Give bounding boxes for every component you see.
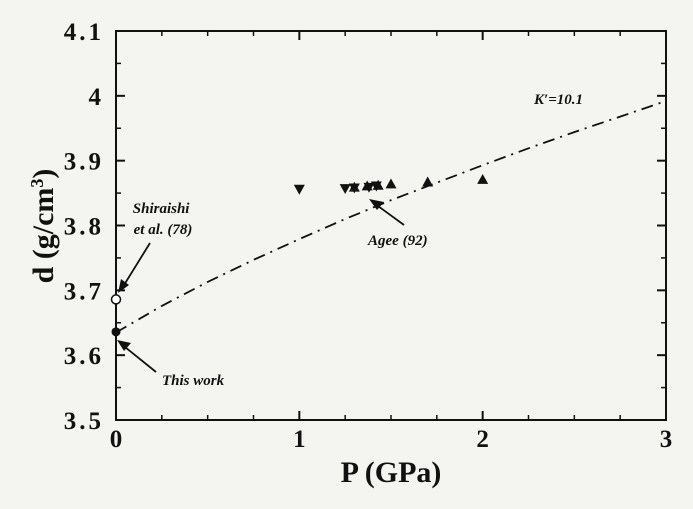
y-tick-label: 3.8 <box>64 214 104 241</box>
y-axis-title-close: ) <box>27 169 60 179</box>
y-tick-labels: 3.5 3.6 3.7 3.8 3.9 4 4.1 <box>64 19 105 435</box>
arrow-this-work <box>117 340 157 373</box>
y-axis-title: d (g/cm3) <box>27 169 60 284</box>
y-tick-label: 3.5 <box>64 408 104 435</box>
x-tick-label: 3 <box>660 426 673 453</box>
axis-ticks <box>115 30 667 421</box>
point-triangle-up <box>348 181 360 192</box>
y-tick-label: 3.7 <box>64 278 104 305</box>
x-tick-labels: 0 1 2 3 <box>110 426 673 453</box>
plot-area-frame <box>115 30 667 421</box>
point-triangle-down <box>339 184 351 195</box>
point-triangle-up <box>385 178 397 189</box>
x-axis-title: P (GPa) <box>341 456 442 489</box>
y-axis-title-superscript: 3 <box>27 179 47 188</box>
annotation-agee: Agee (92) <box>367 233 428 249</box>
y-tick-label: 4.1 <box>64 19 104 46</box>
x-tick-label: 2 <box>476 426 489 453</box>
point-triangle-up <box>477 173 489 184</box>
y-tick-label: 3.9 <box>64 149 104 176</box>
annotation-shiraishi-line-2: et al. (78) <box>134 222 193 238</box>
curve-label: K′=10.1 <box>533 92 583 108</box>
point-filled-circle <box>111 327 121 337</box>
data-markers <box>110 173 489 337</box>
x-tick-label: 0 <box>110 426 123 453</box>
point-triangle-up <box>372 179 384 190</box>
point-open-circle <box>110 294 122 305</box>
y-tick-label: 3.6 <box>64 343 104 370</box>
annotation-this-work: This work <box>162 373 225 389</box>
point-triangle-up <box>361 180 373 191</box>
y-tick-label: 4 <box>89 84 105 111</box>
annotation-shiraishi-line-1: Shiraishi <box>133 201 191 217</box>
x-tick-label: 1 <box>293 426 306 453</box>
y-axis-title-main: d (g/cm <box>27 188 60 284</box>
point-triangle-up <box>422 176 434 187</box>
point-triangle-down <box>293 184 305 195</box>
arrow-agee <box>369 199 405 226</box>
k-prime-fit-curve <box>115 100 667 334</box>
arrow-shiraishi <box>118 242 151 293</box>
annotation-shiraishi: Shiraishi et al. (78) <box>133 201 193 238</box>
